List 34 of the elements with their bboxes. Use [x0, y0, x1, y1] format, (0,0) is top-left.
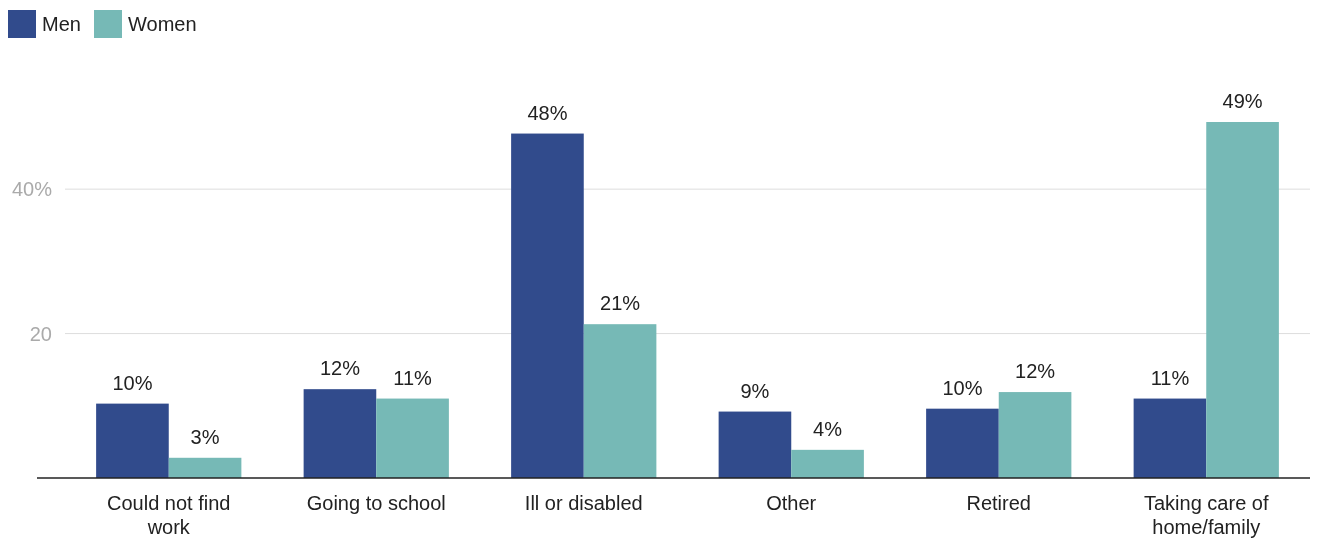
data-label: 12% — [1015, 360, 1056, 383]
bar — [168, 457, 242, 478]
x-tick-label: Taking care of home/family — [1143, 492, 1269, 538]
y-tick-label: 20 — [29, 322, 52, 345]
bar — [1133, 398, 1207, 478]
data-label: 49% — [1222, 90, 1263, 112]
x-tick-label: Ill or disabled — [524, 492, 643, 514]
data-label: 21% — [600, 292, 641, 315]
bar — [96, 403, 169, 478]
bar — [718, 411, 792, 478]
x-tick-label: Going to school — [306, 492, 446, 514]
x-tick-label: Could not find work — [107, 492, 231, 538]
data-label: 48% — [527, 101, 568, 124]
bar — [583, 324, 657, 478]
bar — [926, 408, 999, 478]
data-label: 11% — [1150, 366, 1190, 389]
legend-label: Men — [42, 13, 81, 35]
bar — [303, 389, 377, 478]
bar — [998, 392, 1072, 478]
data-label: 10% — [942, 376, 983, 399]
bar — [791, 449, 864, 478]
bar — [376, 398, 449, 478]
data-label: 11% — [393, 366, 433, 389]
bar — [511, 133, 584, 478]
x-tick-label: Other — [766, 492, 817, 514]
x-tick-label: Retired — [966, 492, 1031, 514]
legend-label: Women — [128, 13, 197, 35]
data-label: 12% — [319, 357, 361, 380]
data-label: 4% — [813, 417, 843, 440]
data-label: 9% — [740, 379, 770, 402]
data-label: 10% — [112, 371, 153, 394]
data-label: 3% — [190, 425, 220, 448]
bar — [1206, 122, 1279, 478]
y-tick-label: 40% — [11, 178, 53, 201]
